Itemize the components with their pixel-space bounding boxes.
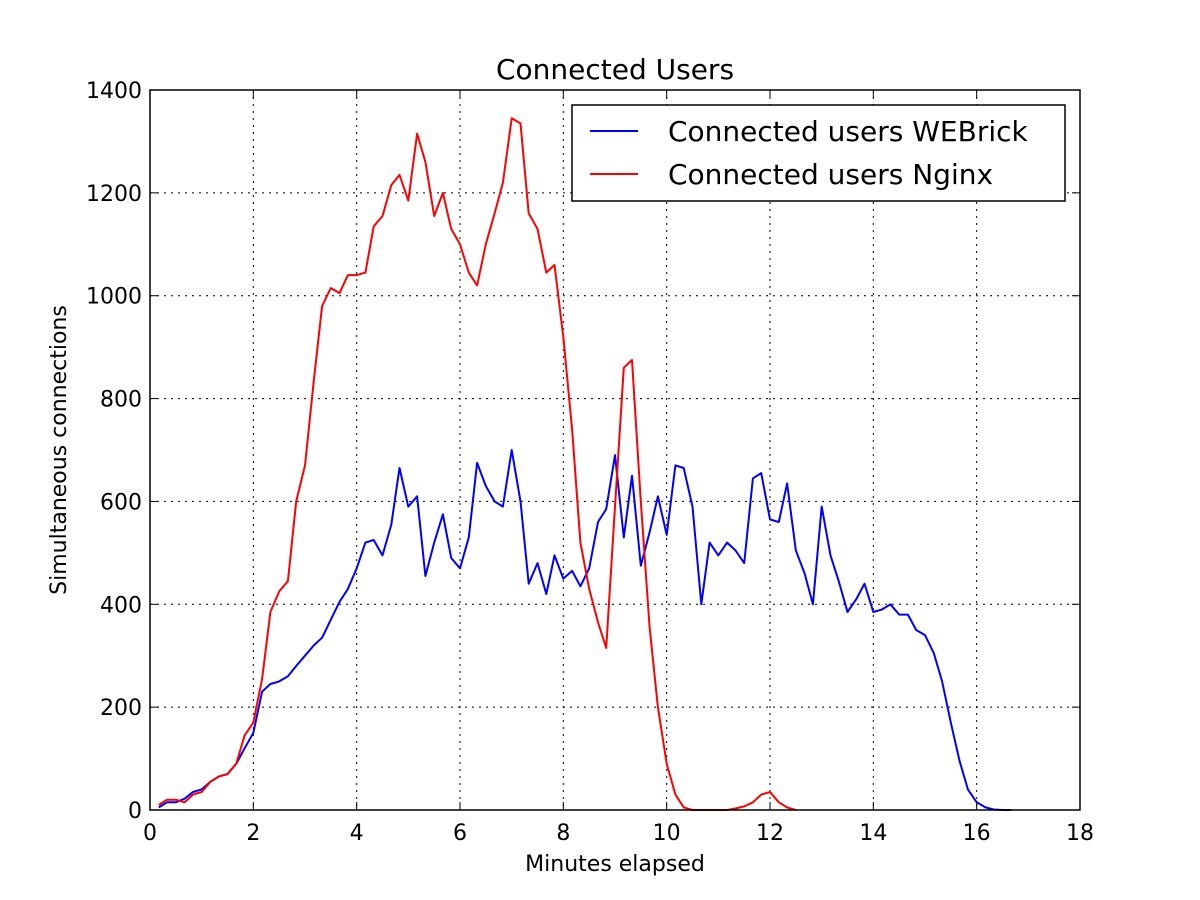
legend-box [571,104,1066,202]
y-tick-label: 1400 [86,79,142,104]
x-axis-label: Minutes elapsed [525,852,705,877]
series-line-nginx [158,117,797,811]
x-tick-label: 6 [453,821,467,846]
y-tick-label: 1000 [86,285,142,310]
x-tick-label: 12 [756,821,784,846]
x-tick-label: 4 [350,821,364,846]
chart-title: Connected Users [496,53,734,86]
x-tick-label: 0 [143,821,157,846]
y-axis-label: Simultaneous connections [47,305,72,595]
y-tick-label: 600 [100,490,142,515]
y-axis: 0 200 400 600 800 1000 1200 1400 [86,79,1080,824]
x-tick-label: 2 [246,821,260,846]
y-tick-label: 0 [128,799,142,824]
x-tick-label: 16 [963,821,991,846]
plot-frame [149,89,1081,811]
grid [150,90,1080,810]
x-tick-label: 8 [556,821,570,846]
legend-label-webrick: Connected users WEBrick [668,115,1029,148]
series-line-webrick [158,449,1012,811]
x-tick-label: 14 [859,821,887,846]
y-tick-label: 800 [100,388,142,413]
legend-label-nginx: Connected users Nginx [668,158,993,191]
y-tick-label: 200 [100,696,142,721]
series-lines [158,117,1012,811]
x-tick-label: 10 [653,821,681,846]
x-axis: 0 2 4 6 8 10 12 14 16 18 [143,90,1094,846]
y-tick-label: 400 [100,593,142,618]
y-tick-label: 1200 [86,182,142,207]
x-tick-label: 18 [1066,821,1094,846]
legend: Connected users WEBrick Connected users N… [571,104,1066,202]
